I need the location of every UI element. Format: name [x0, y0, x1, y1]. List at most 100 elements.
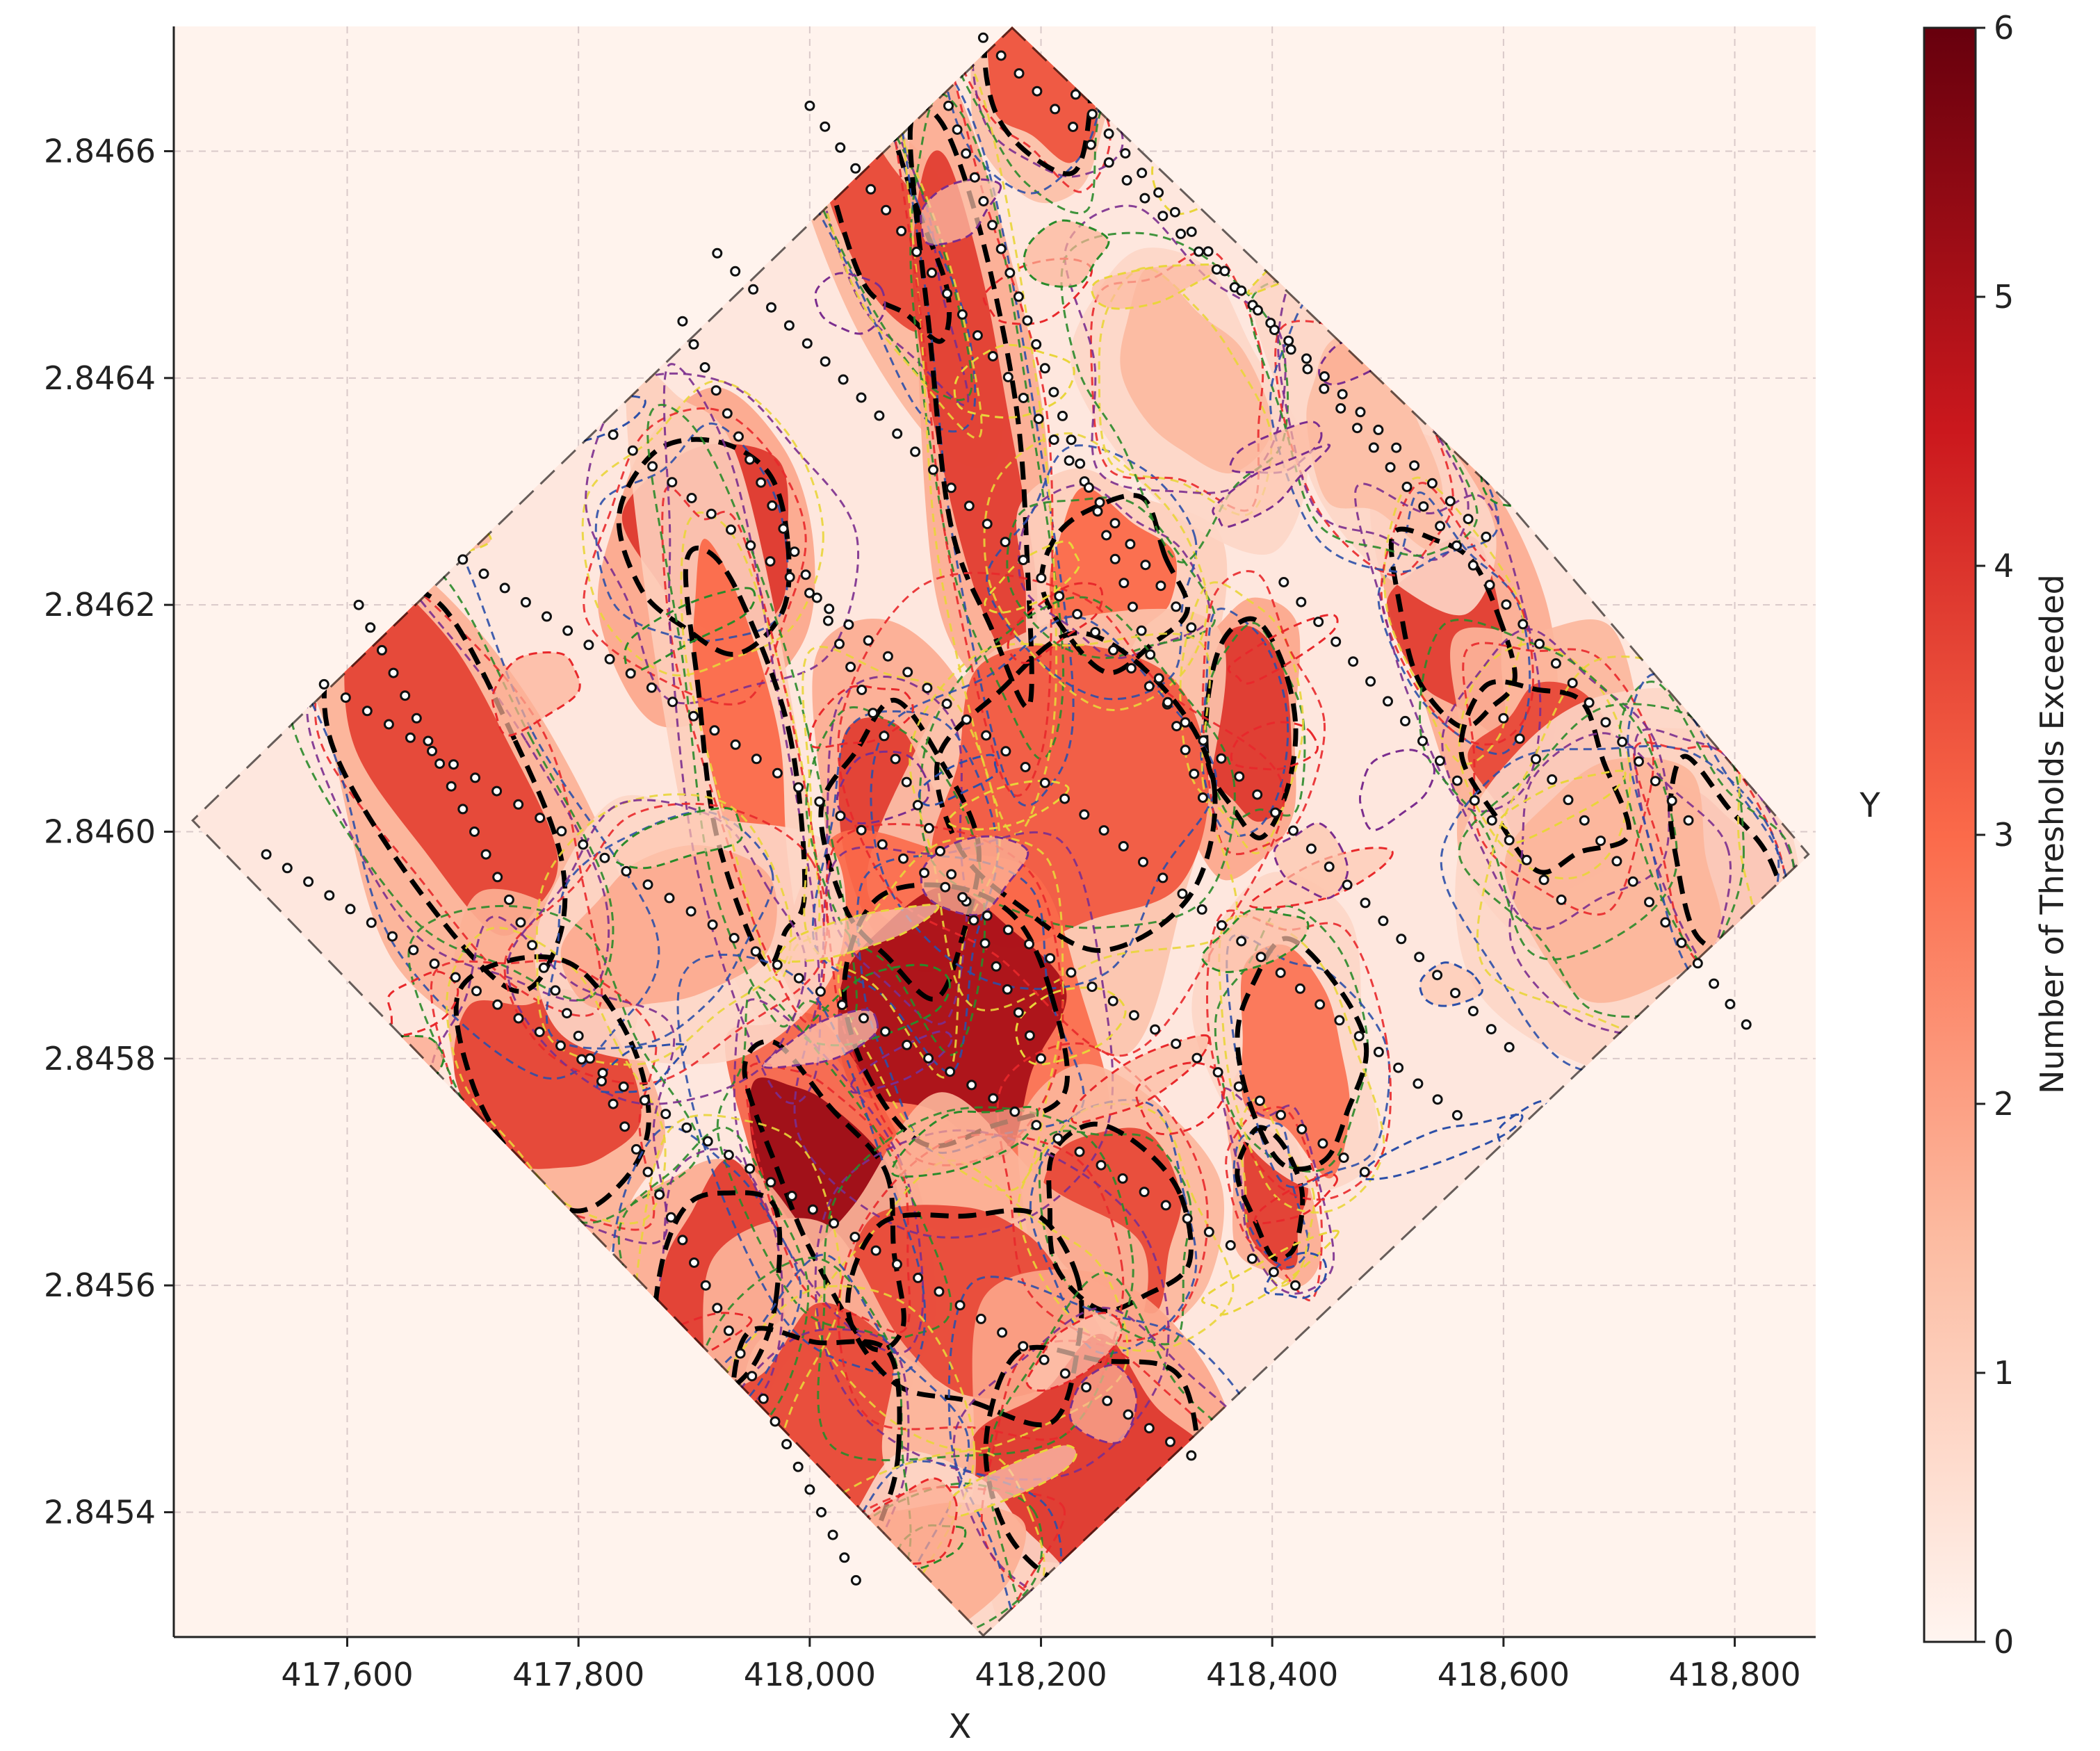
sample-point [712, 1303, 723, 1314]
sample-point [1036, 573, 1047, 584]
sample-point [966, 1080, 977, 1091]
sample-point [766, 302, 776, 313]
texture-shape [953, 343, 1075, 419]
sample-point [961, 714, 972, 725]
contour-line [581, 380, 824, 677]
texture-contour [1200, 908, 1310, 973]
sample-point [856, 685, 868, 695]
sample-point [480, 849, 491, 860]
sample-point [863, 635, 874, 646]
x-tick-label: 418,200 [975, 1656, 1107, 1693]
colorbar-ticks: 0 1 2 3 4 5 6 [1976, 9, 2014, 1661]
sample-point [1252, 789, 1263, 800]
sample-point [1270, 807, 1281, 818]
sample-point [1039, 363, 1050, 374]
sample-point [324, 890, 335, 901]
sample-point [1107, 995, 1118, 1007]
sample-point [1194, 246, 1204, 257]
sample-point [783, 320, 795, 331]
sample-point [1348, 656, 1359, 667]
sample-point [513, 1013, 524, 1024]
texture-shape [596, 1043, 687, 1093]
sample-point [660, 1109, 671, 1120]
sample-point [822, 615, 833, 626]
texture-shape [1264, 1251, 1328, 1299]
sample-point [1153, 673, 1164, 684]
region-contours [581, 372, 860, 706]
texture-shape [778, 904, 940, 963]
contour-line [1232, 1122, 1310, 1269]
sample-point [583, 640, 594, 651]
contour-line [744, 1062, 911, 1334]
contour-line [594, 422, 789, 642]
sample-point [793, 972, 804, 984]
threshold-contour [616, 437, 792, 657]
texture-shape [1212, 443, 1331, 528]
sample-point [1579, 815, 1590, 826]
sample-point [1054, 591, 1065, 602]
y-tick-label: 2.8466 [44, 132, 156, 170]
sample-point [744, 454, 756, 465]
sample-point [954, 1300, 966, 1311]
texture-shape [920, 178, 1002, 246]
contour-line [1380, 482, 1534, 746]
sample-point [608, 429, 619, 440]
sample-point [1741, 1019, 1752, 1030]
contour-line [1440, 744, 1780, 1077]
sample-point [800, 569, 811, 580]
sample-point [748, 284, 759, 295]
sample-point [1196, 904, 1207, 915]
sample-point [824, 603, 835, 614]
region-contours [1418, 619, 1678, 961]
sample-point [1373, 1046, 1384, 1057]
sample-point [515, 917, 526, 928]
sample-point [699, 362, 710, 373]
sample-point [1139, 193, 1150, 204]
sample-point [963, 500, 975, 512]
sample-point [538, 962, 549, 973]
texture-contour [808, 685, 914, 749]
sample-point [1444, 496, 1456, 507]
texture-shape [1254, 1173, 1339, 1225]
sample-point [1153, 187, 1164, 198]
sample-point [1004, 268, 1016, 278]
sample-point [890, 754, 901, 765]
sample-point [1534, 638, 1545, 649]
sample-point [1393, 1062, 1404, 1073]
texture-contour [762, 1008, 879, 1069]
sample-point [892, 428, 903, 439]
sample-point [1033, 414, 1044, 425]
sample-point [729, 933, 740, 943]
sample-point [618, 1081, 629, 1092]
sample-point [1101, 530, 1112, 541]
sample-point [1725, 999, 1736, 1009]
sample-point [838, 374, 849, 385]
sample-point [1504, 1042, 1515, 1052]
texture-shape [1071, 1034, 1211, 1124]
sample-point [957, 309, 968, 320]
sample-point [361, 706, 373, 717]
sample-point [1203, 246, 1214, 257]
contour-line [1476, 655, 1757, 1041]
sample-point [448, 759, 459, 770]
sample-point [1313, 617, 1324, 628]
sample-point [340, 692, 351, 703]
sample-point [1018, 393, 1029, 403]
sample-point [1644, 897, 1654, 908]
sample-point [1450, 988, 1460, 999]
sample-point [542, 611, 552, 622]
threshold-contour [1668, 754, 1796, 990]
texture-contour [1015, 986, 1127, 1066]
region-core [342, 559, 558, 936]
sample-point [945, 1066, 956, 1077]
contour-line [1441, 628, 1670, 930]
sample-point [513, 799, 524, 810]
sample-point [365, 622, 376, 633]
sample-point [1180, 717, 1191, 728]
sample-point [446, 781, 457, 792]
sample-point [733, 431, 744, 442]
sample-point [1432, 970, 1443, 981]
sample-point [856, 392, 867, 403]
sample-point [550, 985, 561, 996]
sample-point [756, 477, 767, 488]
